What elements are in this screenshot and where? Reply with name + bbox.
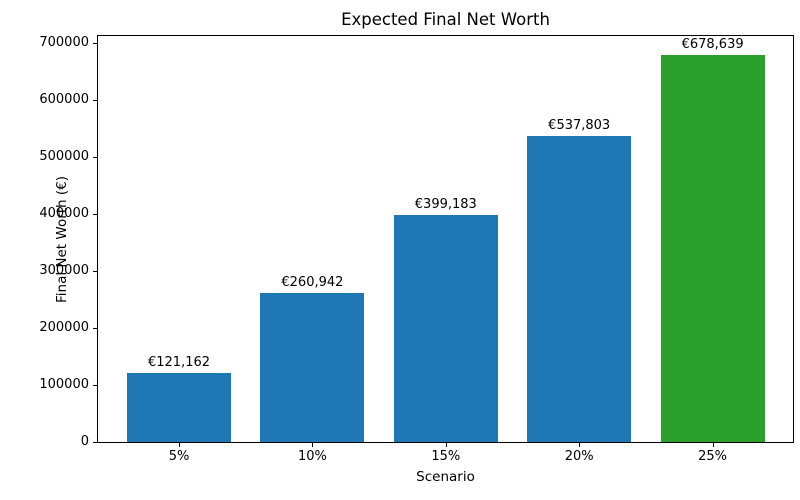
bar-value-label: €399,183 <box>414 196 477 212</box>
bar-value-label: €121,162 <box>147 354 211 370</box>
y-tick-mark <box>93 156 97 158</box>
bar-10% <box>260 293 365 442</box>
y-tick-mark <box>93 99 97 101</box>
y-tick-mark <box>93 441 97 443</box>
y-tick-label: 0 <box>80 434 89 449</box>
x-tick-label: 15% <box>431 449 461 464</box>
y-tick-label: 700000 <box>39 35 89 51</box>
y-tick-label: 300000 <box>39 263 89 279</box>
y-tick-label: 200000 <box>39 320 89 336</box>
x-tick-label: 5% <box>168 449 190 464</box>
y-tick-mark <box>93 42 97 44</box>
y-tick-mark <box>93 270 97 272</box>
y-tick-label: 100000 <box>39 377 89 393</box>
bar-15% <box>393 214 498 442</box>
x-tick-mark <box>445 443 447 447</box>
bar-value-label: €260,942 <box>281 275 344 291</box>
bar-value-label: €537,803 <box>548 117 611 133</box>
x-tick-label: 25% <box>698 449 728 464</box>
bar-5% <box>127 372 231 442</box>
x-tick-label: 20% <box>564 449 594 464</box>
y-tick-label: 500000 <box>39 149 89 165</box>
x-tick-label: 10% <box>297 449 327 464</box>
x-axis-label: Scenario <box>416 469 475 485</box>
x-tick-mark <box>179 443 180 447</box>
x-tick-mark <box>579 443 581 447</box>
y-tick-mark <box>93 384 97 386</box>
x-tick-mark <box>712 443 714 447</box>
bar-20% <box>527 135 632 442</box>
bar-value-label: €678,639 <box>681 37 744 53</box>
bar-25% <box>660 55 765 442</box>
y-tick-label: 600000 <box>39 92 89 108</box>
chart-title: Expected Final Net Worth <box>341 10 550 29</box>
y-tick-label: 400000 <box>39 206 89 222</box>
plot-area: €121,162 €260,942 €399,183 €537,803 €678,639 <box>97 35 794 443</box>
y-tick-mark <box>93 327 97 329</box>
x-tick-mark <box>312 443 314 447</box>
y-tick-mark <box>93 213 97 215</box>
